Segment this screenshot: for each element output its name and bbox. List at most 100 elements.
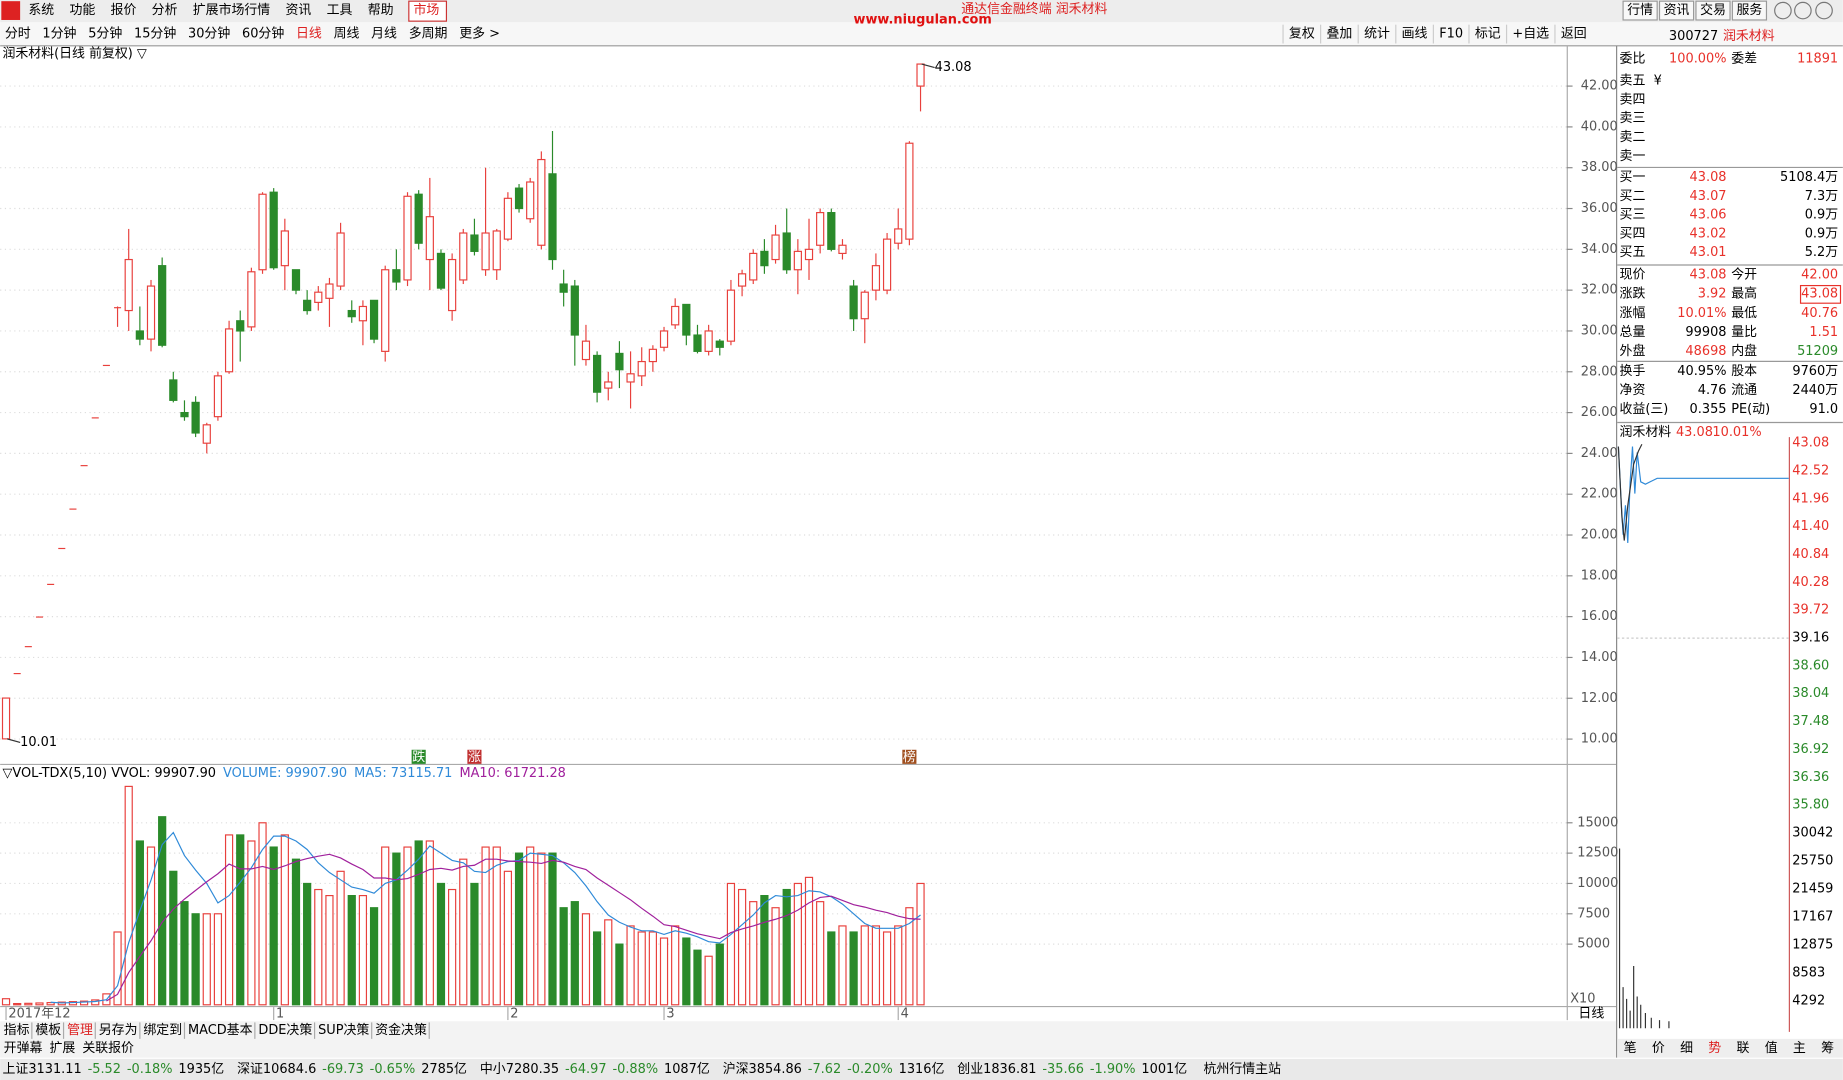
menu-item[interactable]: 分析 xyxy=(152,3,178,18)
candle-body xyxy=(894,228,903,244)
period-tab[interactable]: 60分钟 xyxy=(242,26,284,42)
y-tick-label: 14.00 xyxy=(1581,650,1618,665)
period-tab[interactable]: 月线 xyxy=(371,27,397,42)
top-button[interactable] xyxy=(1622,0,1658,21)
period-tab[interactable]: 30分钟 xyxy=(188,26,230,42)
mini-tab[interactable]: 笔 xyxy=(1624,1040,1637,1056)
volume-bar xyxy=(916,882,925,1006)
period-tab[interactable]: 1分钟 xyxy=(42,26,76,42)
tool-button[interactable]: 返回 xyxy=(1561,27,1587,42)
volume-bar xyxy=(659,937,669,1006)
mini-name: 润禾材料 xyxy=(1620,425,1672,440)
menu-item[interactable]: 工具 xyxy=(327,3,353,18)
bottom-tab[interactable]: 模板 xyxy=(35,1023,61,1038)
menu-item[interactable]: 功能 xyxy=(69,3,95,18)
mini-price-label: 36.36 xyxy=(1792,770,1829,785)
bottom-tab[interactable]: 另存为 xyxy=(99,1023,138,1038)
mini-price-label: 41.40 xyxy=(1792,519,1829,534)
tool-button[interactable]: +自选 xyxy=(1512,27,1549,42)
mini-tab[interactable]: 筹 xyxy=(1821,1040,1834,1056)
menu-item[interactable]: 扩展市场行情 xyxy=(193,2,271,18)
tool-button[interactable]: 标记 xyxy=(1475,27,1501,42)
period-tab[interactable]: 更多 > xyxy=(459,27,500,42)
buy-price: 43.07 xyxy=(1690,189,1727,204)
candle-body xyxy=(303,299,312,312)
top-button[interactable] xyxy=(1731,0,1768,21)
menu-item[interactable]: 帮助 xyxy=(368,3,394,18)
candle-body xyxy=(737,273,747,287)
candle-body xyxy=(648,348,657,363)
volume-bar xyxy=(604,919,613,1006)
period-tab[interactable]: 日线 xyxy=(296,27,322,42)
candle-body xyxy=(258,193,267,271)
tool-button[interactable]: 统计 xyxy=(1364,27,1390,42)
volume-bar xyxy=(726,882,736,1006)
tool-button[interactable]: 复权 xyxy=(1289,26,1315,42)
index-field: -64.97 xyxy=(565,1062,607,1077)
mini-volume-label: 17167 xyxy=(1792,910,1833,925)
volume-bar xyxy=(637,931,646,1006)
bottom-tab[interactable]: 指标 xyxy=(4,1023,30,1038)
stat-label: 净资 xyxy=(1620,383,1646,398)
candle-body xyxy=(314,291,323,303)
buy-label: 买二 xyxy=(1620,189,1646,204)
window-control[interactable] xyxy=(1815,1,1833,20)
volume-legend: MA5: 73115.71 xyxy=(354,766,452,781)
market-button[interactable] xyxy=(408,0,448,22)
mini-tab[interactable]: 势 xyxy=(1708,1040,1721,1056)
mini-tab[interactable]: 价 xyxy=(1652,1041,1665,1056)
index-field: 3854.86 xyxy=(749,1062,802,1077)
tool-button[interactable]: F10 xyxy=(1439,27,1463,42)
bottom-tab[interactable]: 资金决策 xyxy=(375,1022,427,1038)
volume-bar xyxy=(158,816,167,1006)
index-field: 1316亿 xyxy=(899,1062,945,1077)
stat-value: 9760万 xyxy=(1792,364,1838,379)
mini-tab[interactable]: 细 xyxy=(1680,1041,1693,1056)
bottom-tab[interactable]: 绑定到 xyxy=(143,1023,182,1038)
bottom-tab[interactable]: SUP决策 xyxy=(318,1022,369,1038)
mini-price-line xyxy=(1617,446,1789,543)
top-button[interactable] xyxy=(1695,0,1731,21)
window-control[interactable] xyxy=(1794,1,1812,20)
volume-bar xyxy=(737,888,747,1006)
period-tab[interactable]: 周线 xyxy=(334,27,360,42)
bottom-tab[interactable]: 关联报价 xyxy=(82,1041,134,1056)
menu-item[interactable]: 报价 xyxy=(111,3,137,18)
mini-volume xyxy=(1618,848,1670,1029)
mini-tab[interactable]: 主 xyxy=(1793,1041,1806,1056)
window-control[interactable] xyxy=(1774,1,1792,20)
tool-button[interactable]: 叠加 xyxy=(1327,27,1353,42)
period-tab[interactable]: 15分钟 xyxy=(134,26,176,42)
x-tick-label: 1 xyxy=(276,1007,284,1022)
volume-bar xyxy=(336,870,345,1006)
bottom-tab[interactable]: MACD基本 xyxy=(188,1023,253,1038)
menu-item[interactable]: 系统 xyxy=(28,3,54,18)
mini-volume-label: 21459 xyxy=(1792,882,1833,897)
mini-tab[interactable]: 联 xyxy=(1736,1041,1749,1056)
y-tick-label: 10000 xyxy=(1577,876,1618,891)
bottom-tab[interactable]: 开弹幕 xyxy=(4,1041,43,1056)
volume-bar xyxy=(760,895,769,1006)
bottom-tab[interactable]: 管理 xyxy=(67,1023,93,1038)
candle-body xyxy=(715,340,724,348)
candle-body xyxy=(180,411,189,418)
top-button[interactable] xyxy=(1658,0,1695,21)
stat-label: 流通 xyxy=(1731,383,1757,398)
period-tab[interactable]: 分时 xyxy=(5,27,31,42)
mini-price-label: 42.52 xyxy=(1792,463,1829,478)
mini-tab[interactable]: 值 xyxy=(1765,1040,1778,1056)
volume-bar xyxy=(91,999,100,1006)
menu-item[interactable]: 资讯 xyxy=(286,3,312,18)
period-tab[interactable]: 多周期 xyxy=(409,27,448,42)
bottom-tab[interactable]: DDE决策 xyxy=(258,1022,312,1038)
tool-button[interactable]: 画线 xyxy=(1402,27,1428,42)
volume-bar xyxy=(548,852,557,1006)
volume-bar xyxy=(459,858,468,1006)
candle-body xyxy=(849,285,858,320)
bottom-tab[interactable]: 扩展 xyxy=(49,1041,75,1056)
period-tab[interactable]: 5分钟 xyxy=(88,26,122,42)
volume-bar xyxy=(526,846,535,1006)
volume-bar xyxy=(247,840,256,1006)
candle-body xyxy=(659,330,669,348)
annotation-label: 43.08 xyxy=(935,60,972,75)
